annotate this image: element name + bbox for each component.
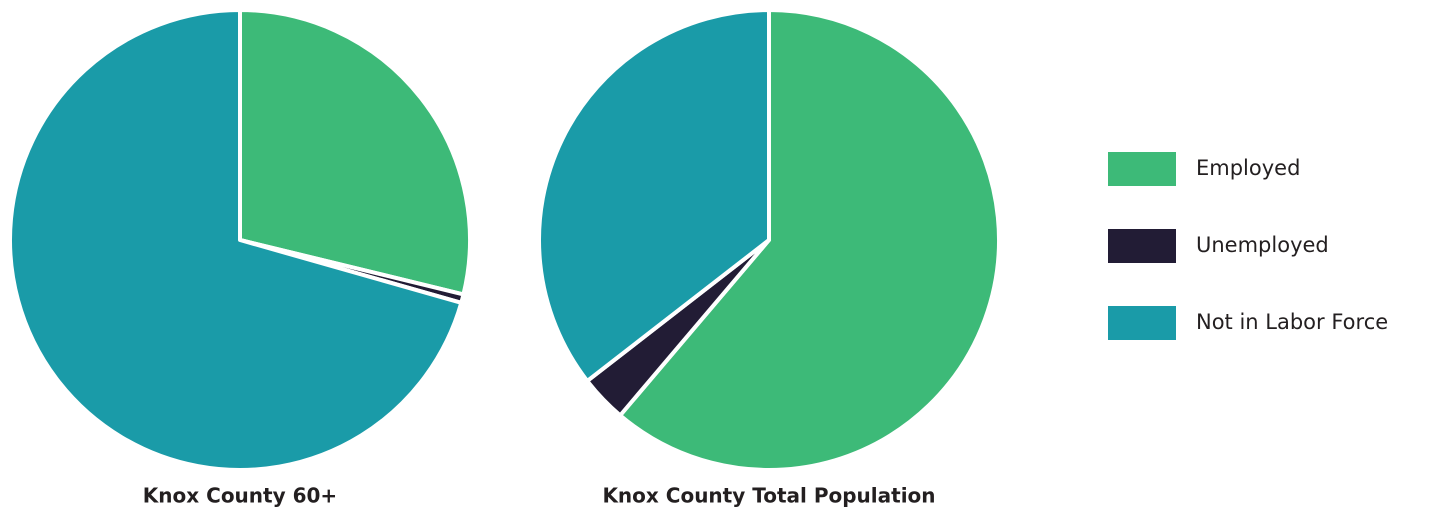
legend-swatch xyxy=(1108,229,1176,263)
pie-slice xyxy=(618,8,1001,472)
legend-swatch xyxy=(1108,306,1176,340)
chart-title: Knox County Total Population xyxy=(602,484,935,508)
legend-label: Unemployed xyxy=(1196,233,1329,257)
pie-slice xyxy=(537,8,771,383)
legend-label: Employed xyxy=(1196,156,1300,180)
legend-swatch xyxy=(1108,152,1176,186)
pie-slice xyxy=(238,8,472,297)
pie-slice xyxy=(8,8,464,472)
chart-title: Knox County 60+ xyxy=(143,484,337,508)
legend-label: Not in Labor Force xyxy=(1196,310,1388,334)
